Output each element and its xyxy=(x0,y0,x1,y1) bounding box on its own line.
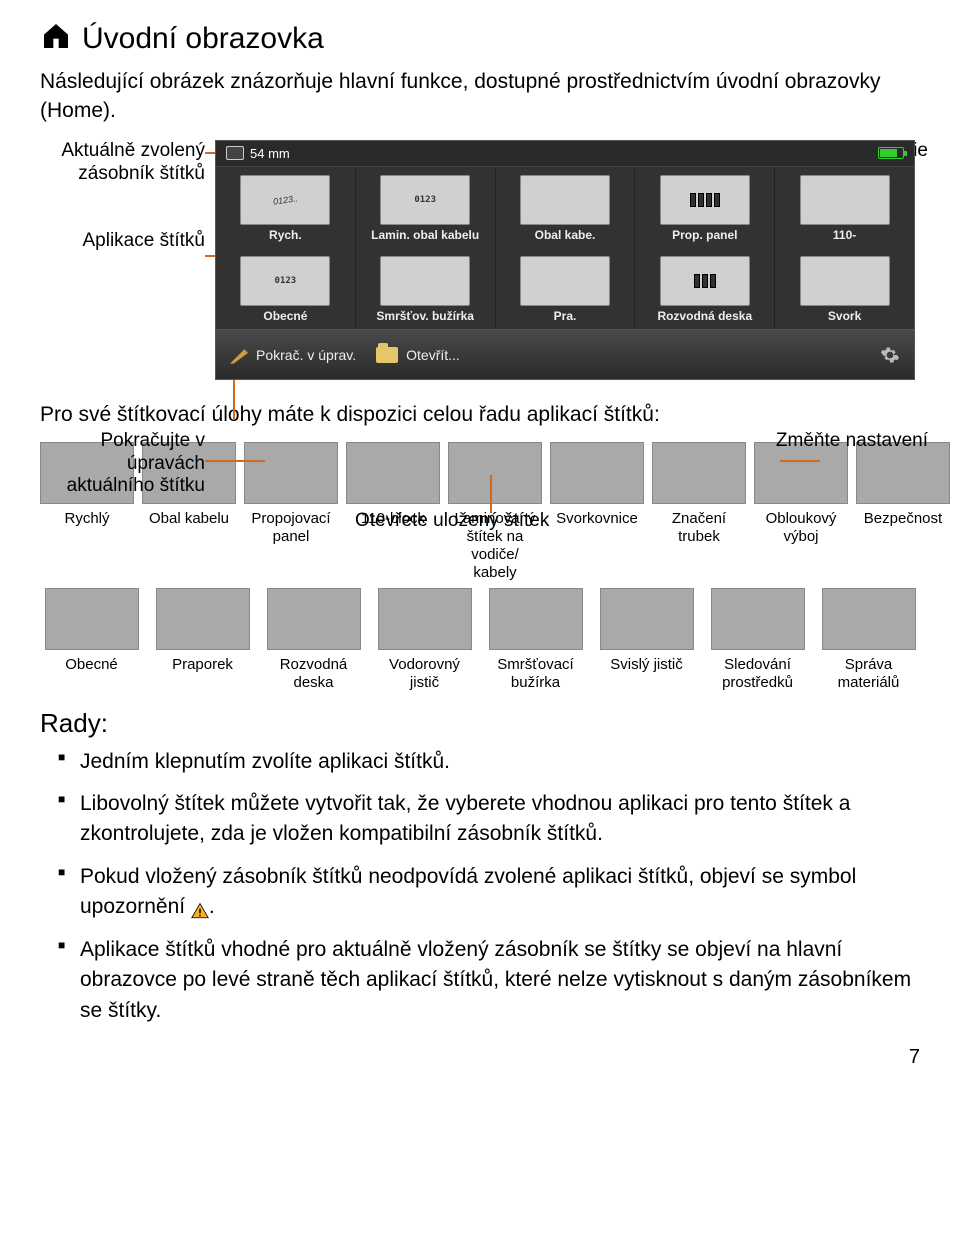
callout-open: Otevřete uložený štítek xyxy=(355,510,549,533)
sc-app-obecne[interactable]: 0123Obecné xyxy=(216,248,356,329)
app-grid-cell: Vodorovný jistič xyxy=(373,588,476,692)
callout-cartridge: Aktuálně zvolený zásobník štítků xyxy=(40,140,205,186)
home-screenshot: 54 mm Rych. 0123Lamin. obal kabelu Obal … xyxy=(215,140,915,380)
sc-app-110[interactable]: 110- xyxy=(775,167,914,248)
app-grid-label: Obal kabelu xyxy=(142,510,236,528)
tip-4: Aplikace štítků vhodné pro aktuálně vlož… xyxy=(40,935,920,1026)
sc-app-rozvod[interactable]: Rozvodná deska xyxy=(635,248,775,329)
screenshot-topbar: 54 mm xyxy=(216,141,914,167)
app-grid-label: Obloukový výboj xyxy=(754,510,848,546)
sc-app-pra[interactable]: Pra. xyxy=(496,248,636,329)
app-grid-thumb xyxy=(45,588,139,650)
app-grid-thumb xyxy=(448,442,542,504)
app-grid-thumb xyxy=(600,588,694,650)
sc-app-svork[interactable]: Svork xyxy=(775,248,914,329)
app-grid-label: Praporek xyxy=(151,656,254,674)
tip-1: Jedním klepnutím zvolíte aplikaci štítků… xyxy=(40,747,920,777)
page-number: 7 xyxy=(40,1046,920,1069)
app-grid-cell: Svislý jistič xyxy=(595,588,698,692)
app-grid-cell: Sledování prostředků xyxy=(706,588,809,692)
page-title: Úvodní obrazovka xyxy=(82,22,324,56)
continue-editing-button[interactable]: Pokrač. v úprav. xyxy=(230,346,356,364)
intro-text: Následující obrázek znázorňuje hlavní fu… xyxy=(40,67,920,126)
screenshot-app-rows: Rych. 0123Lamin. obal kabelu Obal kabe. … xyxy=(216,167,914,329)
sc-app-smrst[interactable]: Smršťov. bužírka xyxy=(356,248,496,329)
app-grid-thumb xyxy=(156,588,250,650)
app-grid-cell: Smršťovací bužírka xyxy=(484,588,587,692)
callout-apps: Aplikace štítků xyxy=(40,230,205,253)
screenshot-toolbar: Pokrač. v úprav. Otevřít... xyxy=(216,329,914,379)
tip-2: Libovolný štítek můžete vytvořit tak, že… xyxy=(40,789,920,850)
cartridge-icon xyxy=(226,146,244,160)
app-grid-thumb xyxy=(489,588,583,650)
warning-icon xyxy=(191,899,209,917)
app-grid-label: Správa materiálů xyxy=(817,656,920,692)
app-grid-label: Vodorovný jistič xyxy=(373,656,476,692)
app-grid-label: Propojovací panel xyxy=(244,510,338,546)
app-grid-label: Značení trubek xyxy=(652,510,746,546)
gear-icon xyxy=(880,345,900,365)
app-grid-cell: Správa materiálů xyxy=(817,588,920,692)
app-grid-label: Svislý jistič xyxy=(595,656,698,674)
cartridge-width: 54 mm xyxy=(250,146,290,161)
app-grid-thumb xyxy=(822,588,916,650)
app-grid-cell: Praporek xyxy=(151,588,254,692)
app-grid-label: Rozvodná deska xyxy=(262,656,365,692)
app-grid-thumb xyxy=(244,442,338,504)
app-grid-label: Sledování prostředků xyxy=(706,656,809,692)
app-grid-cell: Bezpečnost xyxy=(856,442,950,582)
folder-icon xyxy=(376,347,398,363)
app-grid-label: Bezpečnost xyxy=(856,510,950,528)
app-grid-cell: Obloukový výboj xyxy=(754,442,848,582)
app-grid-thumb xyxy=(267,588,361,650)
home-screen-diagram: Aktuálně zvolený zásobník štítků Aplikac… xyxy=(40,140,920,380)
home-icon xyxy=(40,20,72,57)
settings-button[interactable] xyxy=(880,345,900,365)
battery-icon xyxy=(878,147,904,159)
callout-settings: Změňte nastavení xyxy=(776,430,928,453)
app-grid-cell: Svorkovnice xyxy=(550,442,644,582)
callout-continue: Pokračujte v úpravách aktuálního štítku xyxy=(40,430,205,498)
app-grid-label: Rychlý xyxy=(40,510,134,528)
app-grid-cell: Rozvodná deska xyxy=(262,588,365,692)
sc-app-rych[interactable]: Rych. xyxy=(216,167,356,248)
sc-app-obal[interactable]: Obal kabe. xyxy=(496,167,636,248)
app-grid-label: Svorkovnice xyxy=(550,510,644,528)
app-grid-thumb xyxy=(652,442,746,504)
open-button[interactable]: Otevřít... xyxy=(376,347,460,363)
tip-3: Pokud vložený zásobník štítků neodpovídá… xyxy=(40,862,920,923)
app-grid-cell: Propojovací panel xyxy=(244,442,338,582)
pencil-icon xyxy=(230,346,248,364)
tips-list: Jedním klepnutím zvolíte aplikaci štítků… xyxy=(40,747,920,1027)
tips-heading: Rady: xyxy=(40,708,920,739)
task-sentence: Pro své štítkovací úlohy máte k dispozic… xyxy=(40,400,920,429)
app-grid-label: Smršťovací bužírka xyxy=(484,656,587,692)
sc-app-prop[interactable]: Prop. panel xyxy=(635,167,775,248)
app-grid-thumb xyxy=(378,588,472,650)
sc-app-lamin[interactable]: 0123Lamin. obal kabelu xyxy=(356,167,496,248)
app-grid-thumb xyxy=(550,442,644,504)
app-grid-thumb xyxy=(346,442,440,504)
app-grid-cell: Obecné xyxy=(40,588,143,692)
app-grid-thumb xyxy=(711,588,805,650)
app-grid-cell: Značení trubek xyxy=(652,442,746,582)
app-grid-label: Obecné xyxy=(40,656,143,674)
